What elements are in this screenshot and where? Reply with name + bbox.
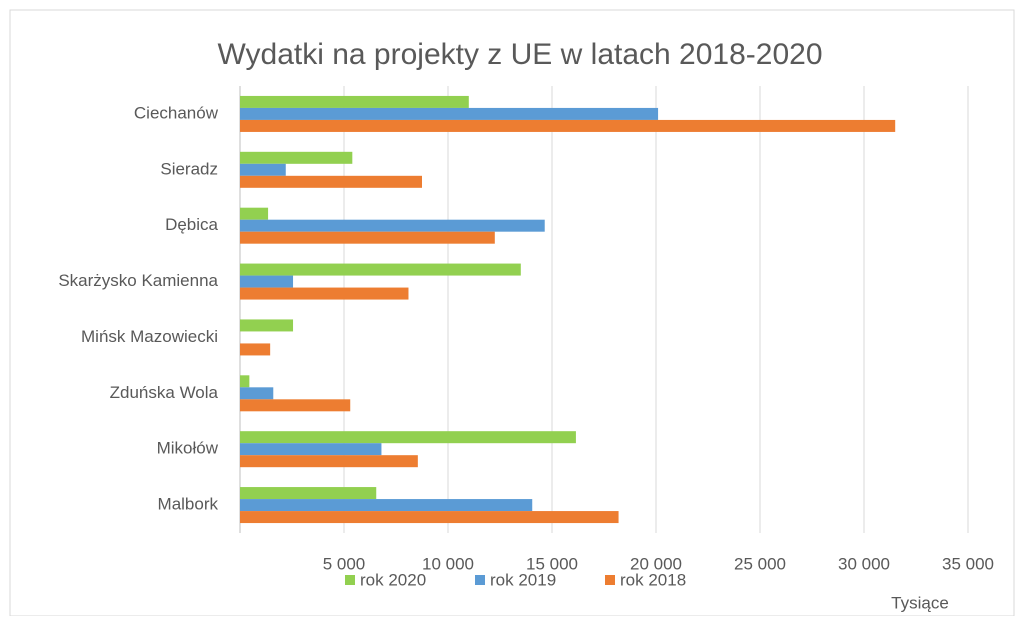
bar <box>240 319 294 332</box>
bar <box>240 107 659 120</box>
bar <box>240 375 250 388</box>
y-tick-label: Malbork <box>158 495 219 514</box>
bar <box>240 175 422 188</box>
y-tick-label: Mikołów <box>157 439 219 458</box>
chart-border <box>9 9 1015 617</box>
bar <box>240 263 521 276</box>
bar <box>240 511 619 524</box>
x-unit-label: Tysiące <box>891 593 949 612</box>
bar <box>240 399 351 412</box>
bar <box>240 287 409 300</box>
bar <box>240 151 353 164</box>
y-tick-label: Ciechanów <box>134 103 219 122</box>
bar <box>240 499 533 512</box>
legend-swatch <box>475 575 485 585</box>
y-tick-label: Sieradz <box>160 159 218 178</box>
y-tick-label: Mińsk Mazowiecki <box>81 327 218 346</box>
y-tick-label: Dębica <box>165 215 218 234</box>
x-tick-label: 20 000 <box>630 554 682 573</box>
y-tick-label: Zduńska Wola <box>110 383 219 402</box>
legend-label: rok 2018 <box>620 570 686 589</box>
legend-swatch <box>605 575 615 585</box>
bar <box>240 163 286 176</box>
bar <box>240 231 495 244</box>
x-tick-label: 35 000 <box>942 554 994 573</box>
legend-label: rok 2019 <box>490 570 556 589</box>
bar <box>240 387 274 400</box>
x-tick-label: 5 000 <box>323 554 366 573</box>
x-tick-label: 25 000 <box>734 554 786 573</box>
bar <box>240 343 271 356</box>
y-tick-label: Skarżysko Kamienna <box>58 271 218 290</box>
bar <box>240 443 382 456</box>
bar <box>240 95 469 108</box>
x-tick-label: 30 000 <box>838 554 890 573</box>
legend-swatch <box>345 575 355 585</box>
bar <box>240 219 545 232</box>
bar <box>240 487 377 500</box>
bar <box>240 119 896 132</box>
chart-title: Wydatki na projekty z UE w latach 2018-2… <box>217 38 822 71</box>
bar <box>240 455 418 468</box>
legend-label: rok 2020 <box>360 570 426 589</box>
bar <box>240 275 294 288</box>
bar <box>240 431 576 444</box>
x-tick-label: 10 000 <box>422 554 474 573</box>
bar <box>240 207 269 220</box>
x-tick-label: 15 000 <box>526 554 578 573</box>
